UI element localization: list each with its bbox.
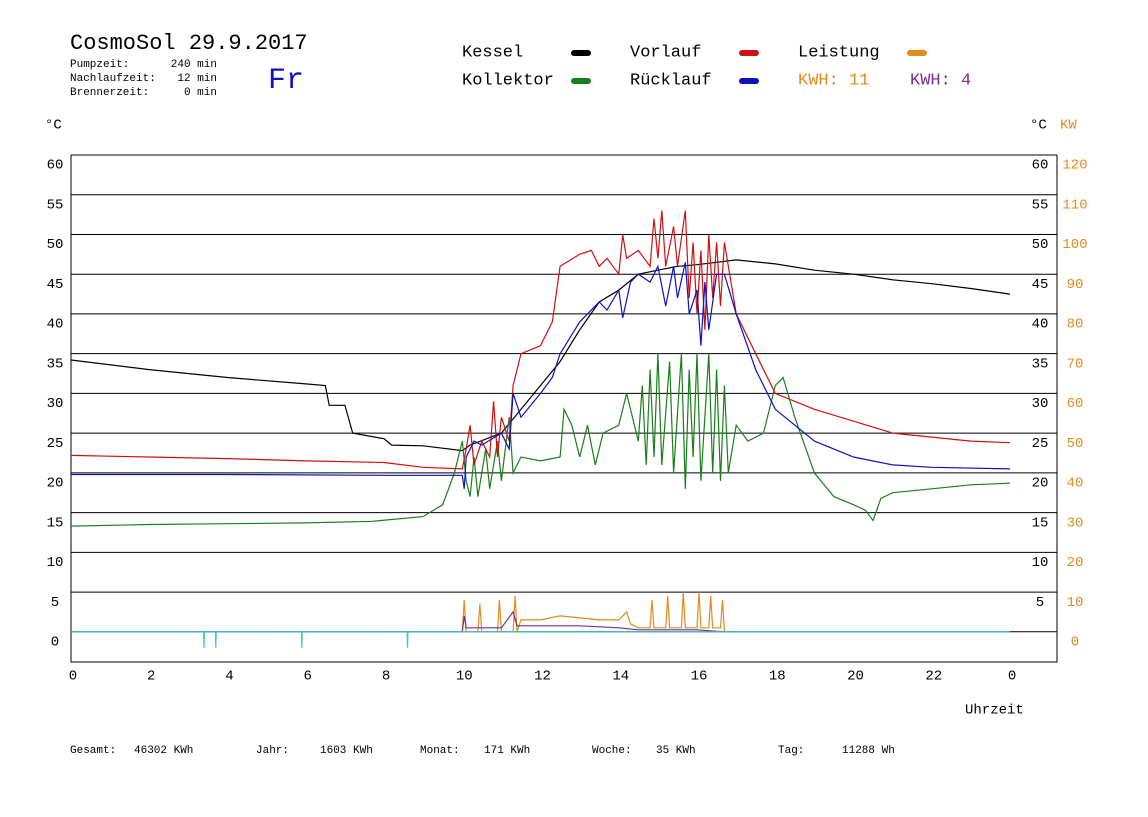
info-label: Nachlaufzeit: [70, 73, 156, 85]
series-line [71, 262, 1011, 489]
y-tick-label: 25 [47, 436, 64, 452]
y-right-tick-label: 50 [1032, 237, 1049, 253]
y-right-tick-label: 60 [1032, 158, 1049, 174]
x-tick-label: 4 [225, 669, 233, 685]
legend-label: Rücklauf [630, 71, 712, 90]
y-right-tick-label: 45 [1032, 277, 1049, 293]
footer-label: Woche: [592, 745, 632, 757]
y-right-tick-label: 20 [1032, 476, 1049, 492]
x-tick-label: 16 [691, 669, 708, 685]
x-tick-label: 14 [612, 669, 629, 685]
x-tick-label: 0 [69, 669, 77, 685]
y-right-tick-label: 5 [1036, 595, 1044, 611]
y-right-tick-label: 35 [1032, 356, 1049, 372]
x-tick-label: 12 [534, 669, 551, 685]
info-label: Brennerzeit: [70, 87, 149, 99]
y-tick-label: 10 [47, 555, 64, 571]
y2-label: °C [1030, 118, 1047, 134]
legend-label: Kollektor [462, 71, 554, 90]
y2-tick-label: 80 [1067, 317, 1084, 333]
info-value: 0 min [184, 87, 217, 99]
y2-tick-label: 30 [1067, 515, 1084, 531]
series-line [70, 353, 1011, 527]
info-value: 12 min [177, 73, 217, 85]
y-tick-label: 35 [47, 356, 64, 372]
y-right-tick-label: 15 [1032, 515, 1049, 531]
y2-unit: KW [1060, 118, 1077, 134]
axis-frame [70, 155, 1058, 663]
info-value: 240 min [171, 59, 217, 71]
series-line [71, 610, 1010, 633]
x-tick-label: 6 [304, 669, 312, 685]
footer-label: Gesamt: [70, 745, 116, 757]
y-tick-label: 15 [47, 515, 64, 531]
kwh-label: KWH: 11 [798, 71, 869, 90]
x-tick-label: 8 [382, 669, 390, 685]
y-tick-label: 60 [47, 158, 64, 174]
x-label: Uhrzeit [965, 703, 1024, 719]
y-right-tick-label: 30 [1032, 396, 1049, 412]
y2-tick-label: 60 [1067, 396, 1084, 412]
y-tick-label: 0 [51, 635, 59, 651]
y2-tick-label: 10 [1067, 595, 1084, 611]
y2-tick-label: 0 [1071, 635, 1079, 651]
series-line [71, 631, 1010, 648]
y-right-tick-label: 25 [1032, 436, 1049, 452]
y2-tick-label: 70 [1067, 356, 1084, 372]
legend-label: Leistung [798, 43, 880, 62]
x-tick-label: 22 [925, 669, 942, 685]
footer-value: 1603 KWh [320, 745, 373, 757]
y2-tick-label: 120 [1062, 158, 1087, 174]
x-tick-label: 10 [456, 669, 473, 685]
y2-tick-label: 100 [1062, 237, 1087, 253]
footer-label: Jahr: [256, 745, 289, 757]
y-tick-label: 20 [47, 476, 64, 492]
x-tick-label: 0 [1008, 669, 1016, 685]
footer-value: 35 KWh [656, 745, 696, 757]
y-tick-label: 40 [47, 317, 64, 333]
x-tick-label: 2 [147, 669, 155, 685]
series-line [70, 210, 1011, 470]
legend-label: Vorlauf [630, 43, 701, 62]
footer-label: Tag: [778, 745, 804, 757]
y-right-tick-label: 10 [1032, 555, 1049, 571]
y2-tick-label: 20 [1067, 555, 1084, 571]
y-right-tick-label: 55 [1032, 197, 1049, 213]
footer-label: Monat: [420, 745, 460, 757]
series-line [70, 259, 1011, 452]
x-tick-label: 18 [769, 669, 786, 685]
y-tick-label: 55 [47, 197, 64, 213]
footer-value: 171 KWh [484, 745, 530, 757]
footer-value: 46302 KWh [134, 745, 193, 757]
day: Fr [268, 64, 304, 98]
y-tick-label: 5 [51, 595, 59, 611]
y2-tick-label: 50 [1067, 436, 1084, 452]
chart-title: CosmoSol 29.9.2017 [70, 31, 308, 56]
y-right-tick-label: 40 [1032, 317, 1049, 333]
x-tick-label: 20 [847, 669, 864, 685]
y2-tick-label: 90 [1067, 277, 1084, 293]
y-tick-label: 45 [47, 277, 64, 293]
y2-tick-label: 40 [1067, 476, 1084, 492]
y-label: °C [45, 118, 62, 134]
y-tick-label: 30 [47, 396, 64, 412]
info-label: Pumpzeit: [70, 59, 129, 71]
footer-value: 11288 Wh [842, 745, 895, 757]
y-tick-label: 50 [47, 237, 64, 253]
kwh-label: KWH: 4 [910, 71, 971, 90]
y2-tick-label: 110 [1062, 197, 1087, 213]
legend-label: Kessel [462, 43, 523, 62]
